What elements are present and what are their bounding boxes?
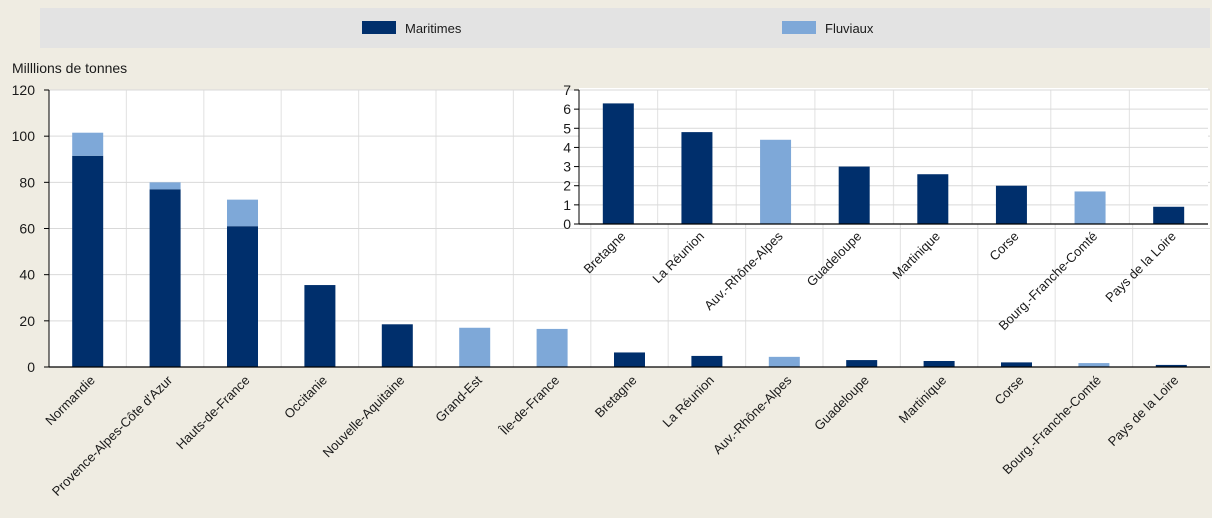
main-bar-fluviaux — [768, 356, 800, 367]
main-bar-maritimes — [923, 360, 955, 367]
inset-bar-maritimes — [1153, 206, 1185, 224]
main-y-tick-label: 60 — [19, 221, 35, 237]
inset-y-tick-label: 6 — [563, 101, 571, 117]
main-x-tick-label: Grand-Est — [432, 372, 485, 425]
main-bar-maritimes — [72, 155, 104, 367]
main-bar-fluviaux — [149, 182, 181, 190]
main-bar-maritimes — [1001, 362, 1032, 367]
main-bar-fluviaux — [72, 132, 104, 156]
inset-bar-maritimes — [995, 185, 1027, 224]
inset-bar-fluviaux — [1074, 191, 1106, 224]
main-bar-maritimes — [304, 285, 336, 367]
main-y-tick-label: 0 — [27, 359, 35, 375]
main-bar-fluviaux — [536, 328, 568, 367]
main-x-tick-label: Guadeloupe — [811, 373, 872, 434]
main-bar-maritimes — [691, 355, 723, 367]
main-x-tick-label: Auv.-Rhône-Alpes — [710, 372, 795, 457]
main-y-tick-label: 80 — [19, 174, 35, 190]
main-bar-maritimes — [149, 189, 181, 367]
main-y-tick-label: 40 — [19, 267, 35, 283]
main-y-tick-label: 20 — [19, 313, 35, 329]
main-x-tick-label: Île-de-France — [496, 373, 562, 439]
main-x-tick-label: Corse — [991, 373, 1026, 408]
inset-y-tick-label: 5 — [563, 120, 571, 136]
main-bar-maritimes — [614, 352, 645, 367]
main-bar-fluviaux — [227, 199, 258, 227]
main-y-tick-label: 100 — [12, 128, 36, 144]
inset-y-tick-label: 4 — [563, 139, 571, 155]
inset-y-tick-label: 2 — [563, 178, 571, 194]
main-bar-fluviaux — [1078, 363, 1110, 367]
main-bar-maritimes — [846, 360, 878, 367]
inset-bar-maritimes — [838, 166, 870, 224]
inset-y-tick-label: 1 — [563, 197, 571, 213]
inset-y-tick-label: 3 — [563, 159, 571, 175]
main-bar-fluviaux — [459, 327, 491, 367]
main-x-tick-label: Pays de la Loire — [1105, 373, 1182, 450]
main-bar-maritimes — [381, 324, 413, 367]
main-x-tick-label: Hauts-de-France — [173, 373, 253, 453]
legend-swatch-maritimes — [362, 21, 396, 34]
inset-bar-maritimes — [681, 132, 713, 224]
main-x-tick-label: Occitanie — [281, 373, 330, 422]
inset-y-tick-label: 7 — [563, 82, 571, 98]
inset-bar-maritimes — [602, 103, 634, 224]
legend-swatch-fluviaux — [782, 21, 816, 34]
main-bar-maritimes — [1155, 364, 1187, 367]
main-y-tick-label: 120 — [12, 82, 36, 98]
main-x-tick-label: Nouvelle-Aquitaine — [320, 373, 408, 461]
inset-y-tick-label: 0 — [563, 216, 571, 232]
main-x-tick-label: Bretagne — [592, 373, 640, 421]
inset-bar-fluviaux — [760, 139, 792, 224]
legend-label-maritimes: Maritimes — [405, 21, 462, 36]
inset-bar-maritimes — [917, 174, 949, 224]
main-bar-maritimes — [227, 226, 258, 367]
main-x-tick-label: La Réunion — [659, 373, 717, 431]
main-x-tick-label: Normandie — [42, 373, 98, 429]
legend-band — [40, 8, 1210, 48]
main-x-tick-label: Martinique — [896, 373, 950, 427]
legend-label-fluviaux: Fluviaux — [825, 21, 874, 36]
y-axis-unit-label: Milllions de tonnes — [12, 60, 127, 76]
